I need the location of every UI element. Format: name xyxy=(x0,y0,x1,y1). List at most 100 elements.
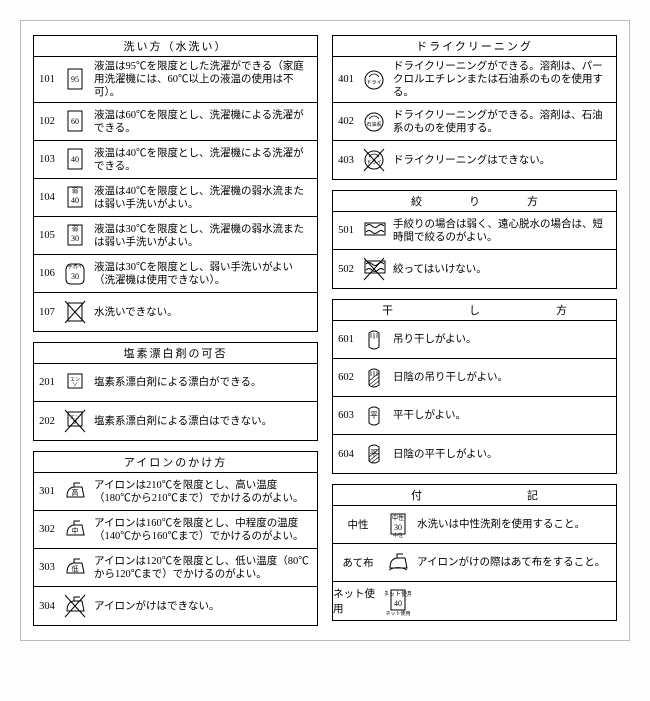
row-description: アイロンは160℃を限度とし、中程度の温度（140℃から160℃まで）でかけるの… xyxy=(90,511,317,548)
row-description: 吊り干しがよい。 xyxy=(389,321,616,358)
row-number: 502 xyxy=(333,250,359,288)
svg-text:30: 30 xyxy=(71,234,79,243)
care-label-chart: 洗い方（水洗い） 10195液温は95℃を限度とした洗濯ができる（家庭用洗濯機に… xyxy=(20,20,630,641)
nowash-icon xyxy=(60,293,90,331)
svg-text:40: 40 xyxy=(394,599,402,608)
section-title: アイロンのかけ方 xyxy=(34,452,317,473)
net-icon: ネット使用40ネット使用 xyxy=(383,582,413,620)
hangshade-icon xyxy=(359,359,389,396)
row-description: 液温は40℃を限度とし、洗濯機の弱水流または弱い手洗いがよい。 xyxy=(90,179,317,216)
row-description: 液温は95℃を限度とした洗濯ができる（家庭用洗濯機には、60℃以上の液温の使用は… xyxy=(90,57,317,102)
row-description: 日陰の吊り干しがよい。 xyxy=(389,359,616,396)
table-row: 105弱30液温は30℃を限度とし、洗濯機の弱水流または弱い手洗いがよい。 xyxy=(34,217,317,255)
row-description: 絞ってはいけない。 xyxy=(389,250,616,288)
cloth-icon xyxy=(383,544,413,581)
dryP-icon: ドライ xyxy=(359,57,389,102)
section-dryclean: ドライクリーニング 401 ドライ ドライクリーニングができる。溶剤は、パークロルエ… xyxy=(332,35,617,180)
row-description: アイロンがけの際はあて布をすること。 xyxy=(413,544,616,581)
table-row: ネット使用ネット使用40ネット使用 xyxy=(333,582,616,620)
svg-text:低: 低 xyxy=(72,564,79,573)
ironM-icon: 中 xyxy=(60,511,90,548)
svg-text:ソ: ソ xyxy=(72,383,77,388)
nodry-icon: ドライ xyxy=(359,141,389,179)
table-row: 10195液温は95℃を限度とした洗濯ができる（家庭用洗濯機には、60℃以上の液… xyxy=(34,57,317,103)
table-row: 303低アイロンは120℃を限度とし、低い温度（80℃から120℃まで）でかける… xyxy=(34,549,317,587)
section-title: 干 し 方 xyxy=(333,300,616,321)
svg-text:60: 60 xyxy=(71,117,79,126)
svg-text:40: 40 xyxy=(71,155,79,164)
section-title: 洗い方（水洗い） xyxy=(34,36,317,57)
svg-text:95: 95 xyxy=(71,75,79,84)
flat-icon: 平 xyxy=(359,397,389,434)
bleach-icon: エンソ xyxy=(60,364,90,401)
svg-text:弱: 弱 xyxy=(72,226,78,233)
table-row: 301高アイロンは210℃を限度とし、高い温度（180℃から210℃まで）でかけ… xyxy=(34,473,317,511)
wash95-icon: 95 xyxy=(60,57,90,102)
table-row: 106手洗イ30液温は30℃を限度とし、弱い手洗いがよい（洗濯機は使用できない）… xyxy=(34,255,317,293)
row-description: 手絞りの場合は弱く、遠心脱水の場合は、短時間で絞るのがよい。 xyxy=(389,212,616,249)
table-row: 604平日陰の平干しがよい。 xyxy=(333,435,616,473)
flatshade-icon: 平 xyxy=(359,435,389,473)
row-number: 103 xyxy=(34,141,60,178)
svg-text:石油系: 石油系 xyxy=(366,121,381,128)
table-row: 501手絞りの場合は弱く、遠心脱水の場合は、短時間で絞るのがよい。 xyxy=(333,212,616,250)
left-column: 洗い方（水洗い） 10195液温は95℃を限度とした洗濯ができる（家庭用洗濯機に… xyxy=(33,35,318,626)
svg-text:中: 中 xyxy=(72,526,79,535)
row-number: 304 xyxy=(34,587,60,625)
section-title: ドライクリーニング xyxy=(333,36,616,57)
wring-icon xyxy=(359,212,389,249)
row-number: 603 xyxy=(333,397,359,434)
svg-text:ネット使用: ネット使用 xyxy=(385,590,411,598)
hang-icon xyxy=(359,321,389,358)
noiron-icon xyxy=(60,587,90,625)
svg-text:手洗イ: 手洗イ xyxy=(67,263,82,270)
table-row: 107水洗いできない。 xyxy=(34,293,317,331)
ironH-icon: 高 xyxy=(60,473,90,510)
table-row: 603 平 平干しがよい。 xyxy=(333,397,616,435)
table-row: 202エンソ塩素系漂白剤による漂白はできない。 xyxy=(34,402,317,440)
section-title: 塩素漂白剤の可否 xyxy=(34,343,317,364)
svg-text:ネット使用: ネット使用 xyxy=(385,610,410,616)
table-row: 304 アイロンがけはできない。 xyxy=(34,587,317,625)
wash40w-icon: 弱40 xyxy=(60,179,90,216)
table-row: 中性中性30中性水洗いは中性洗剤を使用すること。 xyxy=(333,506,616,544)
row-description: アイロンがけはできない。 xyxy=(90,587,317,625)
row-label: あて布 xyxy=(333,544,383,581)
row-number: 301 xyxy=(34,473,60,510)
table-row: 10260液温は60℃を限度とし、洗濯機による洗濯ができる。 xyxy=(34,103,317,141)
row-number: 303 xyxy=(34,549,60,586)
table-row: 401 ドライ ドライクリーニングができる。溶剤は、パークロルエチレンまたは石油系の… xyxy=(333,57,616,103)
row-number: 302 xyxy=(34,511,60,548)
table-row: 601吊り干しがよい。 xyxy=(333,321,616,359)
row-number: 107 xyxy=(34,293,60,331)
row-description: ドライクリーニングができる。溶剤は、石油系のものを使用する。 xyxy=(389,103,616,140)
row-label: ネット使用 xyxy=(333,582,383,620)
row-description: ドライクリーニングができる。溶剤は、パークロルエチレンまたは石油系のものを使用す… xyxy=(389,57,616,102)
table-row: 602 日陰の吊り干しがよい。 xyxy=(333,359,616,397)
svg-text:30: 30 xyxy=(394,523,402,532)
section-bleach: 塩素漂白剤の可否 201エンソ塩素系漂白剤による漂白ができる。202エンソ塩素系… xyxy=(33,342,318,441)
table-row: 302 中 アイロンは160℃を限度とし、中程度の温度（140℃から160℃まで）で… xyxy=(34,511,317,549)
section-wash: 洗い方（水洗い） 10195液温は95℃を限度とした洗濯ができる（家庭用洗濯機に… xyxy=(33,35,318,332)
wash40-icon: 40 xyxy=(60,141,90,178)
row-description: 平干しがよい。 xyxy=(389,397,616,434)
row-number: 104 xyxy=(34,179,60,216)
row-number: 602 xyxy=(333,359,359,396)
row-number: 401 xyxy=(333,57,359,102)
neutral-icon: 中性30中性 xyxy=(383,506,413,543)
table-row: 10340液温は40℃を限度とし、洗濯機による洗濯ができる。 xyxy=(34,141,317,179)
row-number: 403 xyxy=(333,141,359,179)
svg-text:平: 平 xyxy=(370,411,378,420)
row-description: 液温は30℃を限度とし、洗濯機の弱水流または弱い手洗いがよい。 xyxy=(90,217,317,254)
section-iron: アイロンのかけ方 301高アイロンは210℃を限度とし、高い温度（180℃から2… xyxy=(33,451,318,626)
wash60-icon: 60 xyxy=(60,103,90,140)
svg-text:中性: 中性 xyxy=(392,514,404,522)
table-row: 104弱40液温は40℃を限度とし、洗濯機の弱水流または弱い手洗いがよい。 xyxy=(34,179,317,217)
svg-text:中性: 中性 xyxy=(393,532,403,539)
row-description: ドライクリーニングはできない。 xyxy=(389,141,616,179)
ironL-icon: 低 xyxy=(60,549,90,586)
row-description: アイロンは210℃を限度とし、高い温度（180℃から210℃まで）でかけるのがよ… xyxy=(90,473,317,510)
svg-text:ドライ: ドライ xyxy=(366,80,381,86)
row-number: 604 xyxy=(333,435,359,473)
row-description: 水洗いは中性洗剤を使用すること。 xyxy=(413,506,616,543)
